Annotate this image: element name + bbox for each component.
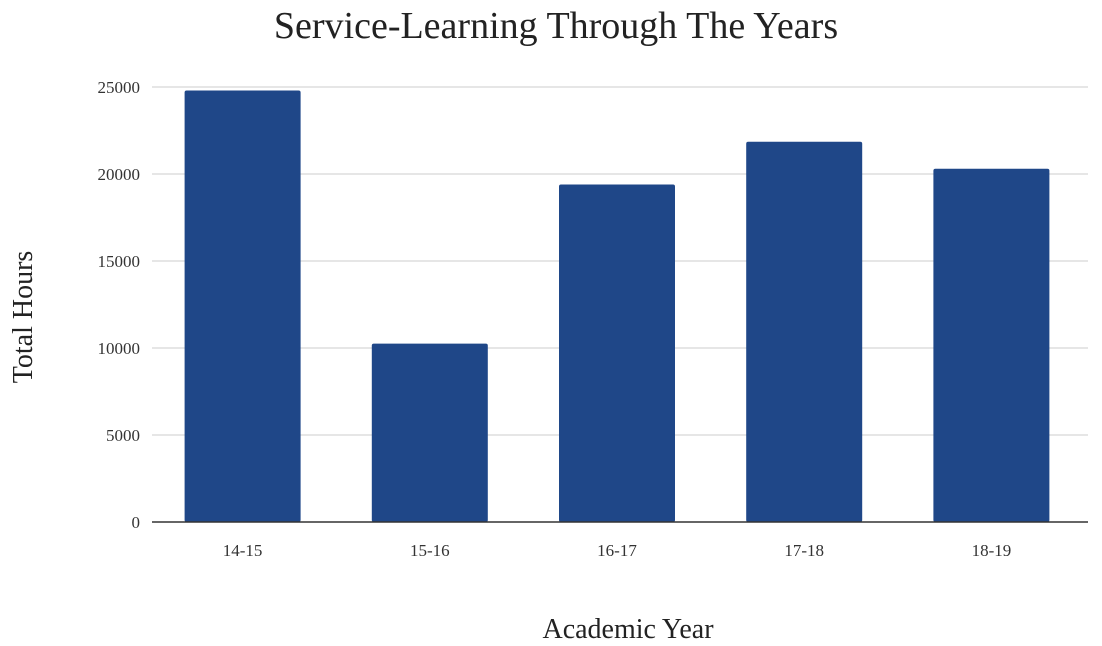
y-tick-label: 5000 bbox=[106, 426, 140, 445]
bar-17-18 bbox=[746, 141, 863, 522]
x-tick-label: 15-16 bbox=[410, 541, 450, 560]
y-axis-ticks: 0 5000 10000 15000 20000 25000 bbox=[98, 78, 141, 532]
bars bbox=[184, 90, 1050, 522]
x-tick-label: 14-15 bbox=[223, 541, 263, 560]
bar-18-19 bbox=[933, 168, 1050, 522]
y-axis-title: Total Hours bbox=[8, 251, 39, 384]
x-axis-title: Academic Year bbox=[542, 614, 714, 645]
x-tick-label: 18-19 bbox=[972, 541, 1012, 560]
x-tick-label: 16-17 bbox=[597, 541, 637, 560]
chart-title: Service-Learning Through The Years bbox=[274, 5, 838, 47]
y-tick-label: 20000 bbox=[98, 165, 141, 184]
y-tick-label: 10000 bbox=[98, 339, 141, 358]
x-tick-label: 17-18 bbox=[784, 541, 824, 560]
y-tick-label: 15000 bbox=[98, 252, 141, 271]
bar-14-15 bbox=[184, 90, 301, 522]
bar-16-17 bbox=[559, 184, 675, 522]
y-tick-label: 25000 bbox=[98, 78, 141, 97]
bar-15-16 bbox=[371, 343, 488, 522]
x-axis-ticks: 14-15 15-16 16-17 17-18 18-19 bbox=[223, 541, 1011, 560]
y-tick-label: 0 bbox=[132, 513, 141, 532]
